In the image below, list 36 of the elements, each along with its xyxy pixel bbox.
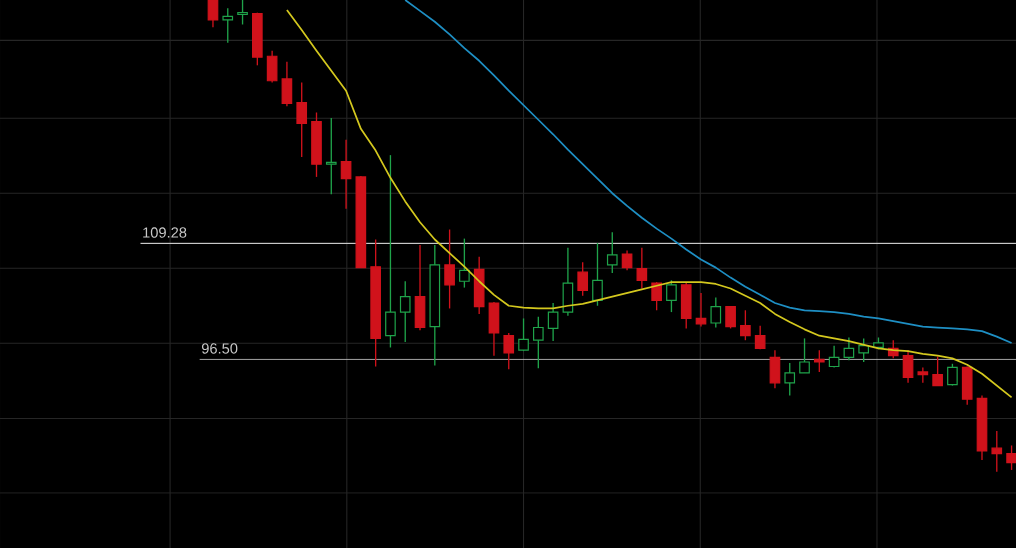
candlestick — [207, 0, 219, 28]
candlestick — [385, 154, 396, 349]
candlestick — [917, 366, 929, 384]
ref-line-label: 109.28 — [143, 227, 187, 238]
candlestick — [503, 332, 515, 370]
candlestick — [991, 430, 1003, 473]
candlestick — [296, 81, 308, 158]
candlestick — [399, 280, 411, 343]
candlestick — [621, 249, 633, 272]
candlestick — [858, 337, 870, 363]
candlestick — [932, 355, 943, 387]
candlestick — [518, 317, 529, 352]
candlestick — [710, 296, 722, 329]
candlestick — [325, 117, 337, 195]
candlestick — [666, 279, 677, 313]
candlestick — [532, 315, 544, 370]
ref-line-label: 96.50 — [201, 343, 238, 354]
candlestick — [459, 237, 470, 289]
candlestick — [725, 305, 736, 330]
candlestick — [902, 349, 914, 384]
candlestick — [799, 337, 810, 374]
candlestick — [444, 228, 455, 310]
candlestick — [695, 292, 707, 328]
candlestick — [947, 363, 958, 387]
candlestick — [606, 231, 618, 274]
candlestick — [577, 261, 589, 297]
candlestick — [340, 139, 352, 210]
candlestick — [592, 242, 603, 307]
candlestick — [784, 362, 796, 397]
candlestick — [222, 7, 234, 44]
candlestick — [813, 349, 825, 373]
candlestick — [636, 247, 648, 290]
candlestick — [651, 281, 662, 311]
candlestick — [740, 309, 751, 341]
candlestick — [547, 302, 559, 342]
candlestick — [843, 336, 855, 361]
